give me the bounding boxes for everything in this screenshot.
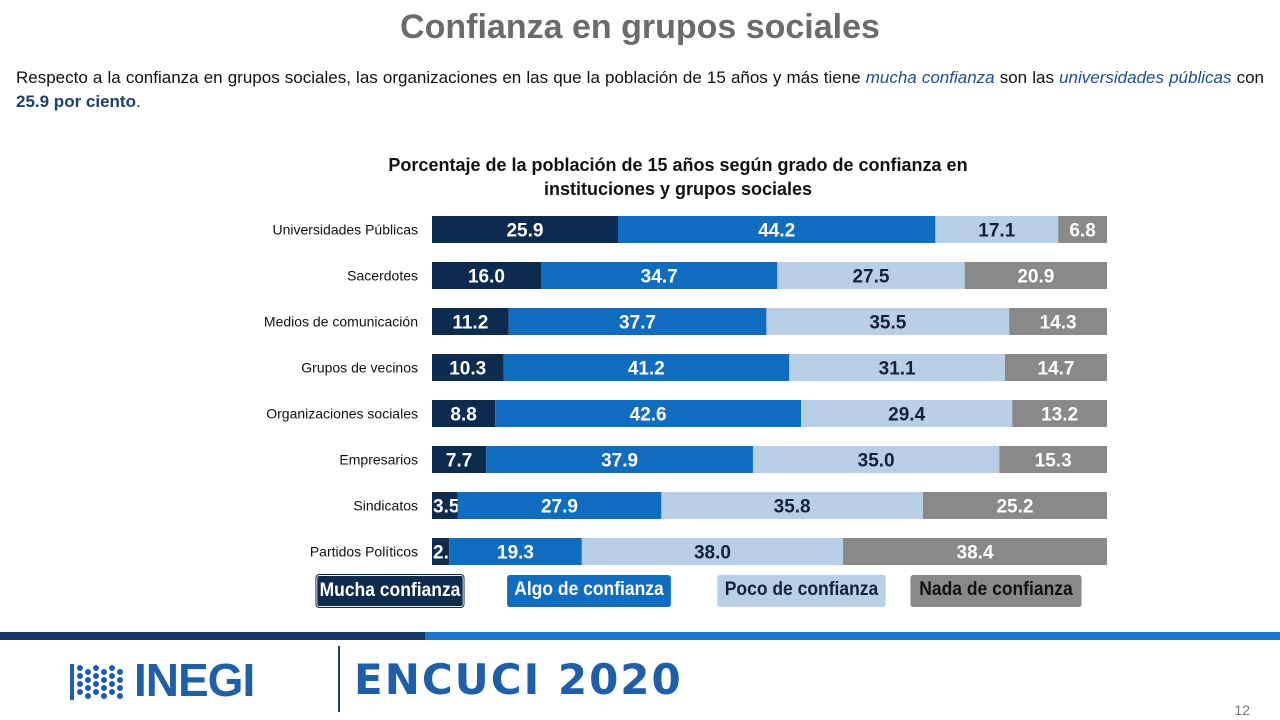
value-label-mucha-medios-de-comunicacion: 11.2 [452, 313, 488, 334]
bar-mucha-empresarios [432, 446, 487, 473]
bar-mucha-sindicatos [432, 492, 458, 519]
intro-text-3: con [1231, 68, 1265, 87]
value-label-algo-sacerdotes: 34.7 [641, 267, 678, 288]
value-label-mucha-sindicatos: 3.5 [433, 497, 460, 518]
bar-poco-sacerdotes [777, 262, 965, 289]
category-label-universidades-publicas: Universidades Públicas [272, 222, 418, 238]
page-title: Confianza en grupos sociales [400, 8, 880, 46]
intro-text-2: son las [994, 68, 1060, 87]
page-number: 12 [1234, 702, 1250, 718]
survey-name: ENCUCI 2020 [354, 655, 683, 704]
bar-algo-grupos-de-vecinos [503, 354, 790, 381]
value-label-algo-partidos-politicos: 19.3 [497, 543, 534, 564]
bar-nada-partidos-politicos [843, 538, 1107, 565]
stacked-bar-chart: Universidades Públicas 25.9 44.2 17.1 6.8 Sac… [264, 216, 1107, 565]
bar-mucha-grupos-de-vecinos [432, 354, 504, 381]
bar-poco-sindicatos [661, 492, 923, 519]
bar-algo-medios-de-comunicacion [508, 308, 767, 335]
value-label-algo-grupos-de-vecinos: 41.2 [628, 359, 665, 380]
bar-mucha-universidades-publicas [432, 216, 618, 243]
value-label-poco-empresarios: 35.0 [858, 451, 895, 472]
value-label-mucha-organizaciones-sociales: 8.8 [450, 405, 476, 426]
value-label-nada-empresarios: 15.3 [1035, 451, 1072, 472]
bar-mucha-medios-de-comunicacion [432, 308, 509, 335]
chart-title-line-1: Porcentaje de la población de 15 años se… [388, 155, 968, 175]
footer-divider [338, 646, 340, 712]
value-label-poco-sacerdotes: 27.5 [852, 267, 889, 288]
bar-mucha-sacerdotes [432, 262, 541, 289]
bar-nada-sindicatos [922, 492, 1107, 519]
bar-poco-empresarios [752, 446, 1000, 473]
chart-title-line-2: instituciones y grupos sociales [543, 179, 813, 199]
intro-emphasis-1: mucha confianza [865, 68, 995, 87]
value-label-poco-partidos-politicos: 38.0 [694, 543, 731, 564]
value-label-poco-medios-de-comunicacion: 35.5 [869, 313, 906, 334]
value-label-mucha-universidades-publicas: 25.9 [506, 221, 543, 242]
category-label-grupos-de-vecinos: Grupos de vecinos [301, 360, 418, 376]
category-label-medios-de-comunicacion: Medios de comunicación [264, 314, 418, 330]
inegi-logo-text: INEGI [134, 654, 255, 706]
bar-mucha-partidos-politicos [432, 538, 450, 565]
value-label-mucha-sacerdotes: 16.0 [468, 267, 505, 288]
value-label-poco-organizaciones-sociales: 29.4 [888, 405, 925, 426]
value-label-nada-universidades-publicas: 6.8 [1069, 221, 1095, 242]
bar-poco-organizaciones-sociales [801, 400, 1013, 427]
value-label-nada-medios-de-comunicacion: 14.3 [1040, 313, 1077, 334]
bar-nada-universidades-publicas [1058, 216, 1107, 243]
intro-strong-value: 25.9 por ciento [16, 92, 136, 111]
bar-algo-organizaciones-sociales [495, 400, 802, 427]
legend-nada-de-confianza: Nada de confianza [910, 575, 1082, 607]
bar-poco-partidos-politicos [581, 538, 844, 565]
bar-nada-medios-de-comunicacion [1009, 308, 1107, 335]
category-label-sindicatos: Sindicatos [353, 498, 418, 514]
value-label-poco-universidades-publicas: 17.1 [978, 221, 1015, 242]
value-label-poco-sindicatos: 35.8 [774, 497, 811, 518]
legend-poco-de-confianza: Poco de confianza [717, 575, 886, 607]
intro-paragraph: Respecto a la confianza en grupos social… [16, 66, 1264, 114]
value-label-mucha-grupos-de-vecinos: 10.3 [449, 359, 486, 380]
value-label-mucha-empresarios: 7.7 [446, 451, 472, 472]
footer-bar-light [425, 632, 1280, 640]
category-label-empresarios: Empresarios [339, 452, 418, 468]
bar-nada-empresarios [999, 446, 1107, 473]
category-label-organizaciones-sociales: Organizaciones sociales [266, 406, 418, 422]
bar-nada-sacerdotes [964, 262, 1107, 289]
bar-algo-empresarios [486, 446, 753, 473]
inegi-logo-dots-icon [70, 664, 123, 700]
bar-poco-grupos-de-vecinos [789, 354, 1006, 381]
value-label-nada-organizaciones-sociales: 13.2 [1041, 405, 1078, 426]
value-label-poco-grupos-de-vecinos: 31.1 [879, 359, 916, 380]
bar-nada-organizaciones-sociales [1012, 400, 1107, 427]
chart-title: Porcentaje de la población de 15 años se… [320, 153, 1036, 201]
bar-poco-universidades-publicas [935, 216, 1059, 243]
bar-mucha-organizaciones-sociales [432, 400, 496, 427]
bar-algo-partidos-politicos [449, 538, 582, 565]
value-label-algo-sindicatos: 27.9 [541, 497, 578, 518]
bar-nada-grupos-de-vecinos [1005, 354, 1107, 381]
value-label-algo-organizaciones-sociales: 42.6 [630, 405, 667, 426]
category-label-sacerdotes: Sacerdotes [347, 268, 418, 284]
intro-emphasis-2: universidades públicas [1059, 68, 1232, 87]
value-label-algo-medios-de-comunicacion: 37.7 [619, 313, 656, 334]
legend-mucha-confianza: Mucha confianza [316, 575, 464, 607]
bar-algo-sindicatos [457, 492, 662, 519]
value-label-nada-sacerdotes: 20.9 [1017, 267, 1054, 288]
value-label-algo-empresarios: 37.9 [601, 451, 638, 472]
value-label-nada-partidos-politicos: 38.4 [957, 543, 994, 564]
value-label-nada-grupos-de-vecinos: 14.7 [1038, 359, 1075, 380]
value-label-algo-universidades-publicas: 44.2 [758, 221, 795, 242]
value-label-nada-sindicatos: 25.2 [996, 497, 1033, 518]
footer-bar-dark [0, 632, 425, 640]
bar-poco-medios-de-comunicacion [766, 308, 1010, 335]
category-label-partidos-politicos: Partidos Políticos [310, 544, 418, 560]
bar-algo-universidades-publicas [617, 216, 936, 243]
legend-algo-de-confianza: Algo de confianza [507, 575, 671, 607]
bar-algo-sacerdotes [540, 262, 778, 289]
intro-text-1: Respecto a la confianza en grupos social… [16, 68, 866, 87]
intro-text-4: . [135, 92, 141, 111]
